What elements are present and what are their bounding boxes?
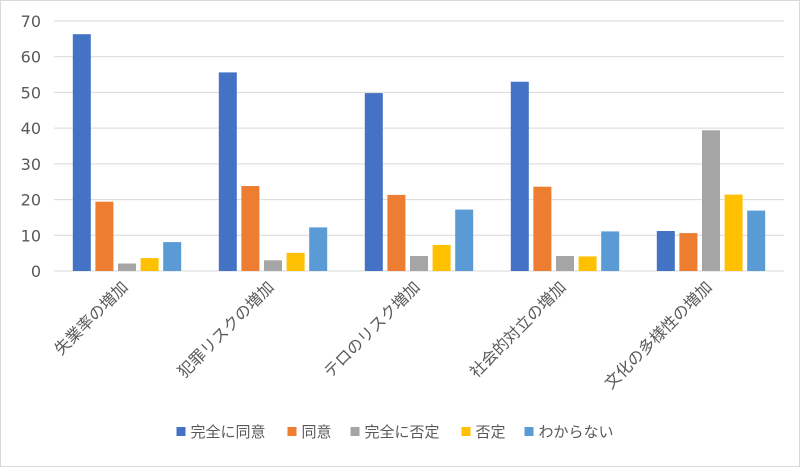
x-tick-label: 社会的対立の増加 (466, 277, 570, 381)
legend-label: わからない (539, 423, 614, 441)
bar (264, 260, 282, 271)
bar (656, 231, 675, 271)
bar (72, 34, 91, 272)
y-tick-label: 60 (21, 48, 41, 67)
bar (679, 233, 698, 271)
y-tick-label: 40 (21, 119, 41, 138)
bar (218, 72, 237, 272)
y-axis: 0 10 20 30 40 50 60 70 (21, 12, 41, 281)
bar (724, 194, 743, 271)
bar (309, 227, 328, 271)
x-tick-label: テロのリスク増加 (320, 277, 424, 381)
bar (702, 130, 720, 271)
bar (410, 256, 428, 271)
bar (601, 231, 620, 271)
bar (364, 93, 383, 271)
bar (533, 186, 552, 271)
legend-swatch (287, 427, 297, 436)
legend-label: 同意 (302, 423, 332, 441)
x-axis: 失業率の増加 犯罪リスクの増加 テロのリスク増加 社会的対立の増加 文化の多様性の増加 (51, 277, 716, 392)
legend-label: 完全に否定 (365, 423, 440, 441)
bars (72, 34, 766, 272)
x-tick-label: 犯罪リスクの増加 (174, 277, 278, 381)
x-tick-label: 文化の多様性の増加 (601, 277, 716, 392)
bar (747, 210, 766, 271)
y-tick-label: 20 (21, 191, 41, 210)
legend-label: 否定 (476, 423, 506, 441)
bar (286, 252, 305, 271)
bar (163, 242, 182, 271)
gridlines (54, 20, 784, 272)
bar (118, 263, 136, 271)
bar (556, 256, 574, 271)
bar (140, 258, 159, 271)
y-tick-label: 70 (21, 12, 41, 31)
bar (387, 194, 406, 271)
bar (578, 256, 597, 271)
bar (510, 81, 529, 271)
legend-swatch (524, 427, 534, 436)
legend-swatch (461, 427, 471, 436)
bar (432, 244, 451, 271)
y-tick-label: 0 (31, 262, 41, 281)
y-tick-label: 50 (21, 83, 41, 102)
legend-swatch (176, 427, 186, 436)
bar (455, 209, 474, 271)
bar (95, 201, 114, 271)
legend: 完全に同意 同意 完全に否定 否定 わからない (176, 423, 614, 441)
legend-label: 完全に同意 (191, 423, 266, 441)
y-tick-label: 10 (21, 226, 41, 245)
legend-swatch (350, 427, 360, 436)
bar (241, 186, 260, 271)
x-tick-label: 失業率の増加 (51, 277, 132, 358)
y-tick-label: 30 (21, 155, 41, 174)
